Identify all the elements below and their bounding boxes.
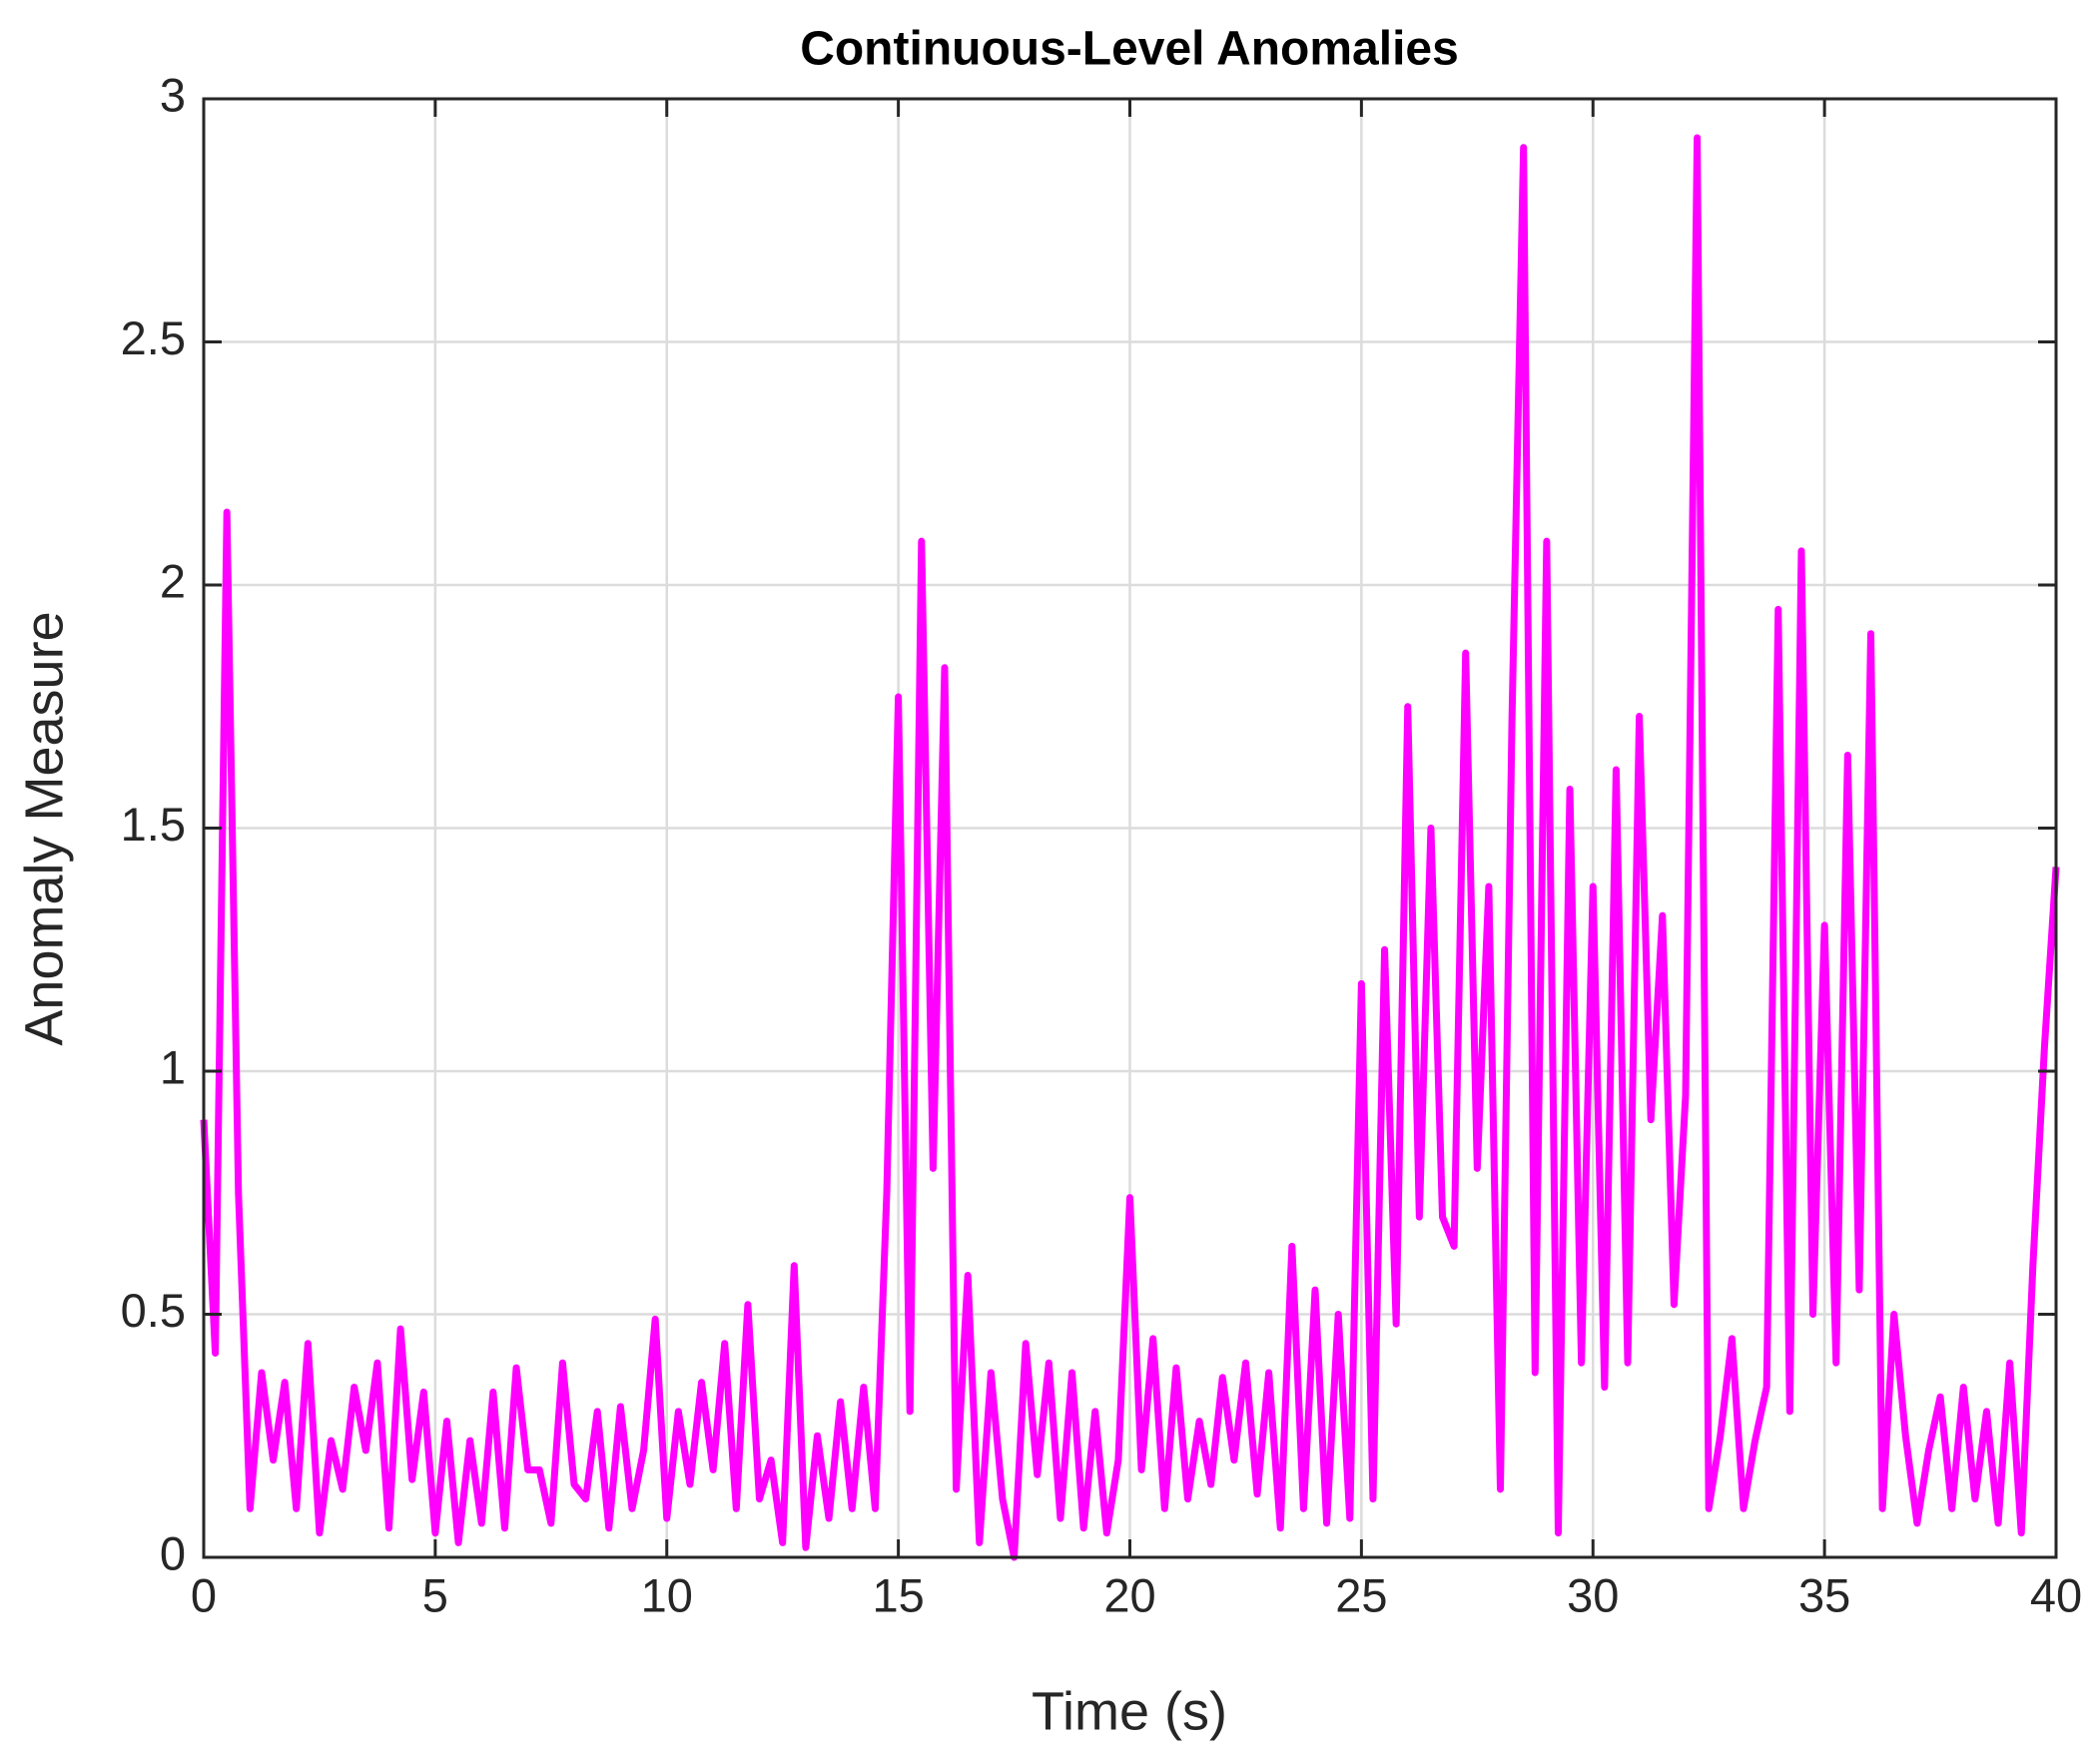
x-tick-label: 25 (1335, 1568, 1387, 1621)
y-tick-label: 2.5 (121, 311, 186, 364)
x-tick-label: 40 (2030, 1568, 2082, 1621)
x-tick-label: 30 (1567, 1568, 1619, 1621)
y-tick-label: 1.5 (121, 798, 186, 851)
chart-title: Continuous-Level Anomalies (800, 23, 1459, 76)
y-tick-label: 1 (160, 1040, 186, 1093)
x-tick-label: 20 (1103, 1568, 1155, 1621)
x-tick-label: 15 (872, 1568, 924, 1621)
x-tick-label: 10 (641, 1568, 693, 1621)
x-tick-label: 0 (191, 1568, 217, 1621)
y-tick-label: 3 (160, 68, 186, 121)
x-tick-label: 5 (422, 1568, 448, 1621)
x-tick-label: 35 (1798, 1568, 1850, 1621)
y-tick-label: 0 (160, 1526, 186, 1579)
y-tick-label: 2 (160, 554, 186, 607)
y-axis-label: Anomaly Measure (14, 611, 74, 1045)
y-tick-label: 0.5 (121, 1284, 186, 1337)
data-line (200, 134, 2060, 1561)
x-axis-label: Time (s) (1032, 1681, 1227, 1741)
